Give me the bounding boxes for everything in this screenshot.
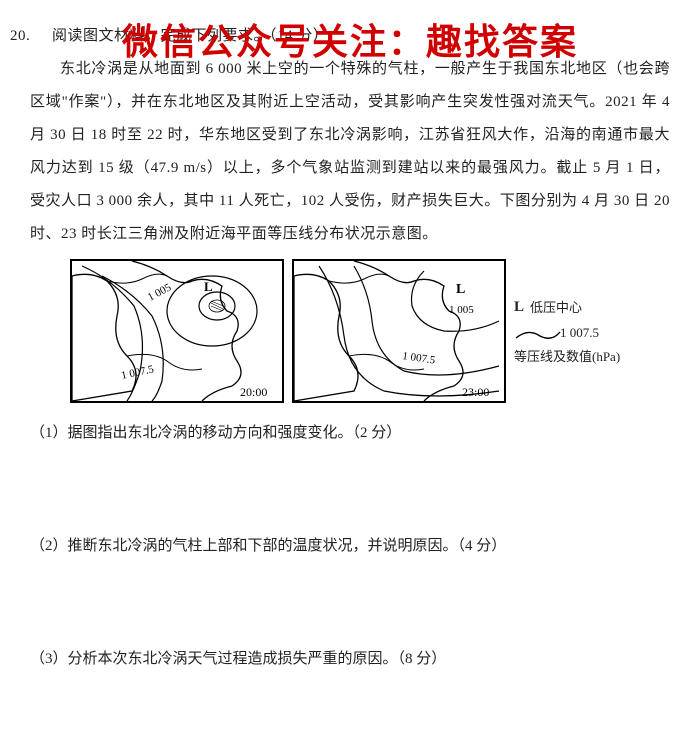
map1-time: 20:00 xyxy=(240,385,267,399)
legend-iso-value: 1 007.5 xyxy=(560,321,599,344)
legend-L-symbol: L xyxy=(514,294,524,321)
map-2000: L 1 005 1 007.5 20:00 xyxy=(70,259,284,403)
legend-iso: 1 007.5 xyxy=(514,321,620,344)
sub-question-2: （2）推断东北冷涡的气柱上部和下部的温度状况，并说明原因。（4 分） xyxy=(30,530,670,563)
map2-iso1: 1 005 xyxy=(449,304,474,316)
question-number: 20. xyxy=(10,20,30,53)
map2-iso2: 1 007.5 xyxy=(402,350,437,367)
intro-text: 阅读图文材料，完成下列要求。（14 分） xyxy=(52,28,328,44)
legend: L 低压中心 1 007.5 等压线及数值(hPa) xyxy=(514,294,620,368)
legend-L-text: 低压中心 xyxy=(530,296,582,319)
map1-L: L xyxy=(204,279,213,294)
question-intro: 20. 阅读图文材料，完成下列要求。（14 分） xyxy=(30,20,670,53)
sub-question-3: （3）分析本次东北冷涡天气过程造成损失严重的原因。（8 分） xyxy=(30,643,670,676)
map2-L: L xyxy=(456,282,465,297)
map1-svg: L 1 005 1 007.5 20:00 xyxy=(72,261,282,401)
question-paragraph: 东北冷涡是从地面到 6 000 米上空的一个特殊的气柱，一般产生于我国东北地区（… xyxy=(30,53,670,251)
maps-container: L 1 005 1 007.5 20:00 L 1 005 1 007.5 23… xyxy=(70,259,670,403)
legend-iso-text: 等压线及数值(hPa) xyxy=(514,345,620,368)
map2-time: 23:00 xyxy=(462,385,489,399)
map2-svg: L 1 005 1 007.5 23:00 xyxy=(294,261,504,401)
legend-iso-desc: 等压线及数值(hPa) xyxy=(514,345,620,368)
legend-iso-sample xyxy=(514,326,554,340)
map-2300: L 1 005 1 007.5 23:00 xyxy=(292,259,506,403)
legend-low: L 低压中心 xyxy=(514,294,620,321)
sub-question-1: （1）据图指出东北冷涡的移动方向和强度变化。（2 分） xyxy=(30,417,670,450)
